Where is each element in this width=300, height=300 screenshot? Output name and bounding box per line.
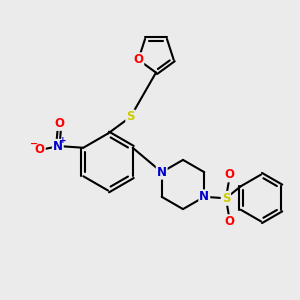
Text: S: S (222, 192, 230, 205)
Text: O: O (224, 215, 234, 228)
Text: O: O (54, 117, 64, 130)
Text: N: N (157, 166, 167, 179)
Text: O: O (224, 168, 234, 182)
Text: S: S (126, 110, 135, 124)
Text: O: O (35, 143, 45, 156)
Text: N: N (199, 190, 209, 203)
Text: O: O (133, 53, 143, 66)
Text: −: − (30, 139, 38, 149)
Text: N: N (53, 140, 63, 153)
Text: +: + (59, 136, 67, 146)
